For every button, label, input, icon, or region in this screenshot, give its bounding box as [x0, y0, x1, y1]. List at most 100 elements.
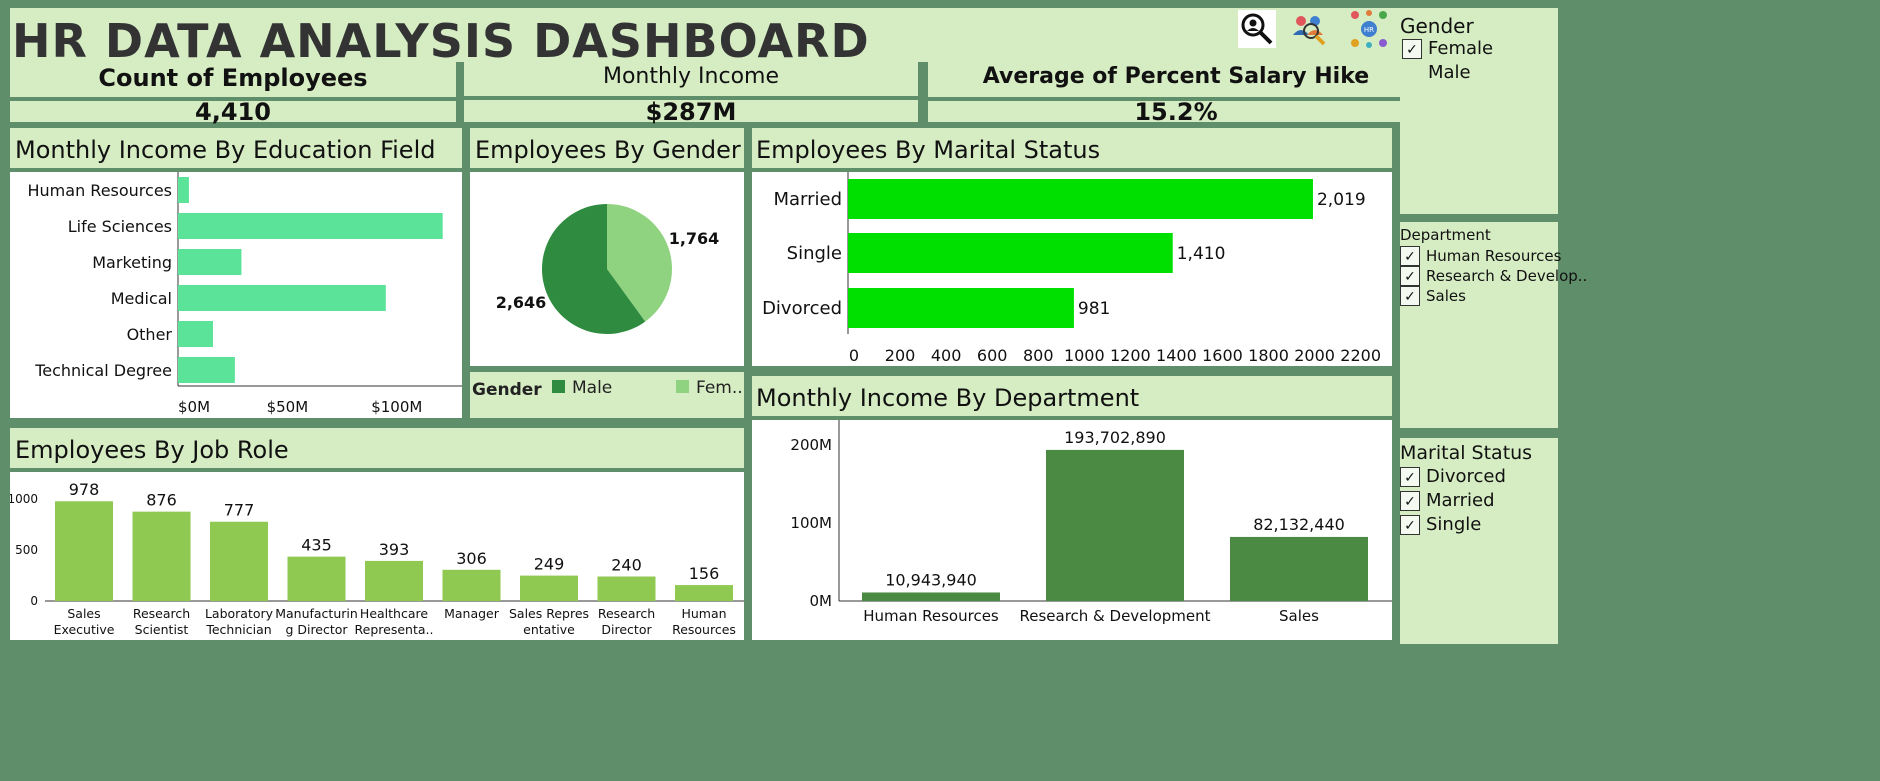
jobrole-category-label: Healthcare [360, 606, 428, 621]
department-data-label: 10,943,940 [885, 570, 977, 589]
jobrole-bar [287, 556, 346, 601]
legend-swatch-male [552, 380, 565, 393]
filter-item-label: Married [1426, 490, 1495, 511]
education-category-label: Other [127, 325, 173, 344]
jobrole-bar [520, 575, 578, 601]
marital-x-tick: 0 [849, 346, 859, 365]
pie-slice-female [607, 204, 672, 322]
pie-slice-male [542, 204, 646, 334]
department-category-label: Human Resources [863, 607, 999, 625]
department-bar [862, 592, 1000, 601]
department-bar-chart: 200M 100M 0M 10,943,940 Human Resources 193,7… [790, 420, 1392, 625]
kpi-divider [464, 96, 918, 100]
marital-data-label: 1,410 [1177, 244, 1226, 264]
kpi-divider [10, 97, 456, 101]
jobrole-category-label: Director [601, 622, 652, 637]
checkbox-checked-icon[interactable]: ✓ [1400, 490, 1420, 511]
checkbox-unchecked-icon[interactable] [1402, 63, 1422, 83]
marital-x-tick: 1200 [1110, 346, 1151, 365]
marital-bar [848, 288, 1074, 328]
gender-chart-title: Employees By Gender [475, 136, 741, 164]
education-chart-title: Monthly Income By Education Field [15, 136, 436, 164]
marital-filter-married[interactable]: ✓ Married [1400, 490, 1495, 511]
department-y-tick: 100M [790, 514, 832, 532]
marital-filter-single[interactable]: ✓ Single [1400, 514, 1481, 535]
jobrole-data-label: 393 [379, 540, 410, 559]
kpi-income-panel [464, 62, 918, 122]
gender-filter-female[interactable]: ✓ Female [1402, 38, 1493, 59]
filter-item-label: Research & Develop.. [1426, 267, 1588, 285]
marital-category-label: Divorced [762, 298, 842, 319]
department-bar [1230, 536, 1368, 601]
marital-data-label: 981 [1078, 299, 1110, 319]
education-bar-chart: Human Resources Life Sciences Marketing Med… [28, 172, 462, 416]
gender-filter-panel [1400, 8, 1558, 214]
jobrole-category-label: Laboratory [205, 606, 274, 621]
education-category-label: Life Sciences [68, 217, 172, 236]
checkbox-checked-icon[interactable]: ✓ [1402, 38, 1422, 59]
checkbox-checked-icon[interactable]: ✓ [1400, 466, 1420, 487]
marital-x-tick: 1000 [1064, 346, 1105, 365]
jobrole-category-label: Research [133, 606, 190, 621]
education-category-label: Human Resources [28, 181, 173, 200]
jobrole-category-label: g Director [285, 622, 348, 637]
department-data-label: 193,702,890 [1064, 428, 1166, 447]
filter-item-label: Divorced [1426, 466, 1506, 487]
marital-filter-panel [1400, 438, 1558, 644]
education-category-label: Technical Degree [34, 361, 172, 380]
hr-network-icon[interactable]: HR [1348, 8, 1390, 50]
department-category-label: Sales [1279, 607, 1319, 625]
filter-item-label: Female [1428, 38, 1494, 59]
pie-label-female: 1,764 [669, 229, 720, 248]
filter-item-label: Single [1426, 514, 1482, 535]
department-filter-rd[interactable]: ✓ Research & Develop.. [1400, 266, 1587, 286]
marital-x-tick: 1400 [1156, 346, 1197, 365]
jobrole-title-panel [10, 428, 744, 468]
education-title-panel [10, 128, 462, 168]
dashboard-title: HR DATA ANALYSIS DASHBOARD [12, 14, 870, 68]
marital-x-tick: 200 [885, 346, 916, 365]
department-y-tick: 200M [790, 436, 832, 454]
checkbox-checked-icon[interactable]: ✓ [1400, 246, 1420, 266]
jobrole-data-label: 249 [534, 555, 565, 574]
jobrole-category-label: Technician [205, 622, 271, 637]
education-category-label: Marketing [92, 253, 172, 272]
jobrole-category-label: Sales [67, 606, 100, 621]
department-title-panel [752, 376, 1392, 416]
jobrole-category-label: Scientist [135, 622, 189, 637]
jobrole-category-label: Research [598, 606, 655, 621]
jobrole-category-label: Manufacturin [275, 606, 358, 621]
marital-filter-title: Marital Status [1400, 442, 1533, 464]
department-chart-area: 200M 100M 0M 10,943,940 Human Resources 193,7… [752, 420, 1392, 640]
marital-filter-divorced[interactable]: ✓ Divorced [1400, 466, 1506, 487]
checkbox-checked-icon[interactable]: ✓ [1400, 266, 1420, 286]
kpi-count-value: 4,410 [195, 98, 271, 126]
filter-item-label: Human Resources [1426, 247, 1562, 265]
department-filter-hr[interactable]: ✓ Human Resources [1400, 246, 1561, 266]
checkbox-checked-icon[interactable]: ✓ [1400, 514, 1420, 535]
department-category-label: Research & Development [1019, 607, 1210, 625]
education-bar [178, 213, 443, 239]
marital-x-tick: 1600 [1202, 346, 1243, 365]
education-bar [178, 177, 189, 203]
marital-x-tick: 400 [931, 346, 962, 365]
checkbox-checked-icon[interactable]: ✓ [1400, 286, 1420, 306]
education-bar [178, 249, 242, 275]
jobrole-category-label: Human [681, 606, 726, 621]
gender-legend: Gender Male Fem.. [470, 372, 744, 418]
jobrole-bar [132, 511, 191, 601]
gender-pie-chart: 1,764 2,646 [496, 204, 720, 334]
jobrole-bar [597, 576, 656, 601]
marital-bar [848, 179, 1313, 219]
jobrole-bar [675, 585, 733, 601]
education-x-tick: $0M [178, 398, 210, 416]
magnifier-person-icon[interactable] [1238, 10, 1276, 48]
education-x-tick: $50M [267, 398, 309, 416]
department-filter-panel [1400, 222, 1558, 428]
people-search-icon[interactable] [1290, 10, 1328, 48]
gender-filter-male[interactable]: Male [1402, 62, 1471, 83]
department-filter-sales[interactable]: ✓ Sales [1400, 286, 1466, 306]
filter-item-label: Sales [1426, 287, 1466, 305]
jobrole-category-label: Resources [672, 622, 736, 637]
kpi-hike-panel [928, 62, 1400, 122]
